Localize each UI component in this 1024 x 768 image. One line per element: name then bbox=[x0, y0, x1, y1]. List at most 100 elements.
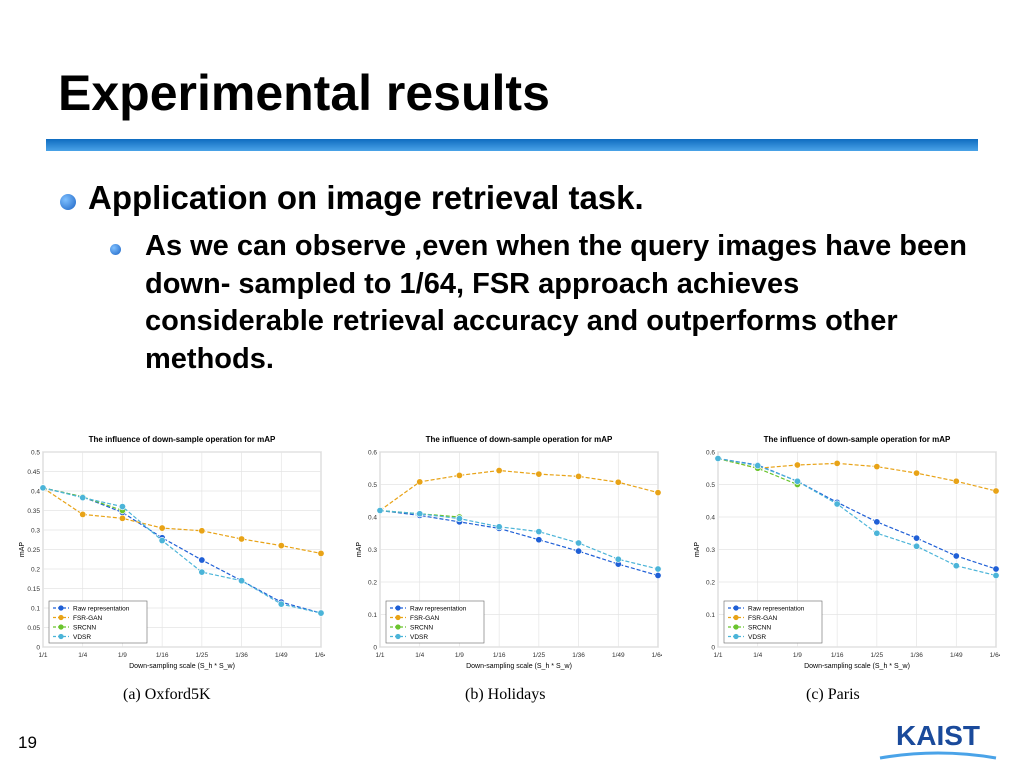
data-point bbox=[873, 529, 881, 537]
x-tick-label: 1/16 bbox=[831, 652, 844, 659]
legend-swatch-marker bbox=[58, 624, 64, 630]
x-tick-label: 1/1 bbox=[375, 652, 384, 659]
caption-paris: (c) Paris bbox=[806, 686, 860, 703]
data-point bbox=[118, 503, 126, 511]
chart-title: The influence of down-sample operation f… bbox=[89, 435, 276, 444]
data-point bbox=[754, 462, 762, 470]
x-axis-label: Down-sampling scale (S_h * S_w) bbox=[129, 663, 235, 670]
data-point bbox=[317, 549, 325, 557]
y-tick-label: 0.2 bbox=[31, 567, 40, 574]
legend-swatch-marker bbox=[733, 614, 739, 621]
data-point bbox=[238, 577, 246, 585]
sub-bullet-icon bbox=[110, 244, 121, 255]
data-point bbox=[833, 459, 841, 467]
data-point bbox=[317, 609, 325, 617]
data-point bbox=[158, 537, 166, 545]
data-point bbox=[416, 510, 424, 518]
series-line bbox=[379, 469, 659, 511]
data-point bbox=[873, 463, 881, 471]
x-tick-label: 1/25 bbox=[196, 652, 209, 659]
y-tick-label: 0 bbox=[711, 645, 715, 652]
y-axis-label: mAP bbox=[356, 542, 363, 558]
x-tick-label: 1/16 bbox=[493, 652, 506, 659]
series-line bbox=[717, 457, 997, 570]
bullet-point-sub: As we can observe ,even when the query i… bbox=[145, 230, 967, 376]
data-point bbox=[198, 568, 206, 576]
data-point bbox=[992, 572, 1000, 580]
x-tick-label: 1/1 bbox=[38, 652, 47, 659]
legend-label: SRCNN bbox=[410, 625, 433, 632]
y-tick-label: 0.5 bbox=[31, 450, 40, 457]
data-point bbox=[455, 515, 463, 523]
x-tick-label: 1/4 bbox=[753, 652, 762, 659]
y-tick-label: 0.4 bbox=[368, 515, 377, 522]
legend-swatch-marker bbox=[395, 624, 401, 630]
data-point bbox=[455, 471, 463, 479]
data-point bbox=[277, 542, 285, 550]
y-tick-label: 0.35 bbox=[27, 508, 40, 515]
legend-swatch-marker bbox=[58, 633, 64, 640]
data-point bbox=[198, 556, 206, 564]
series-line bbox=[379, 509, 659, 577]
series-line bbox=[42, 487, 322, 614]
chart-paris: The influence of down-sample operation f… bbox=[694, 435, 1000, 670]
series-line bbox=[42, 487, 322, 614]
data-point bbox=[79, 510, 87, 518]
data-point bbox=[793, 461, 801, 469]
x-tick-label: 1/1 bbox=[713, 652, 722, 659]
data-point bbox=[79, 494, 87, 502]
data-point bbox=[952, 552, 960, 560]
data-point bbox=[654, 572, 662, 580]
data-point bbox=[614, 555, 622, 563]
data-point bbox=[952, 477, 960, 485]
y-tick-label: 0.6 bbox=[368, 450, 377, 457]
data-point bbox=[654, 565, 662, 573]
data-point bbox=[913, 469, 921, 477]
legend-swatch-marker bbox=[733, 624, 739, 630]
data-point bbox=[575, 539, 583, 547]
series-line bbox=[717, 457, 997, 492]
legend-label: SRCNN bbox=[748, 625, 771, 632]
data-point bbox=[198, 527, 206, 535]
data-point bbox=[913, 542, 921, 550]
legend-label: VDSR bbox=[748, 634, 766, 641]
y-tick-label: 0.1 bbox=[31, 606, 40, 613]
bullet-icon bbox=[60, 194, 76, 210]
chart-title: The influence of down-sample operation f… bbox=[426, 435, 613, 444]
data-point bbox=[277, 600, 285, 608]
y-axis-label: mAP bbox=[694, 542, 701, 558]
data-point bbox=[714, 454, 722, 462]
chart-oxford5k: The influence of down-sample operation f… bbox=[19, 435, 325, 670]
y-tick-label: 0.4 bbox=[31, 489, 40, 496]
series-line bbox=[379, 509, 659, 570]
series-line bbox=[717, 457, 798, 486]
data-point bbox=[535, 536, 543, 544]
y-tick-label: 0.5 bbox=[368, 482, 377, 489]
caption-oxford5k: (a) Oxford5K bbox=[123, 686, 211, 703]
legend-label: SRCNN bbox=[73, 625, 96, 632]
y-tick-label: 0.1 bbox=[368, 612, 377, 619]
data-point bbox=[873, 518, 881, 526]
legend-label: VDSR bbox=[73, 634, 91, 641]
legend-label: Raw representation bbox=[748, 606, 805, 613]
data-point bbox=[39, 484, 47, 492]
data-point bbox=[575, 472, 583, 480]
x-tick-label: 1/25 bbox=[871, 652, 884, 659]
data-point bbox=[158, 524, 166, 532]
y-tick-label: 0.6 bbox=[706, 450, 715, 457]
x-tick-label: 1/16 bbox=[156, 652, 169, 659]
x-tick-label: 1/49 bbox=[275, 652, 288, 659]
legend-swatch-marker bbox=[58, 605, 64, 611]
legend-label: FSR-GAN bbox=[410, 615, 440, 622]
slide-title: Experimental results bbox=[58, 65, 550, 121]
legend-swatch-marker bbox=[395, 614, 401, 621]
x-tick-label: 1/36 bbox=[572, 652, 585, 659]
data-point bbox=[654, 489, 662, 497]
y-tick-label: 0 bbox=[36, 645, 40, 652]
data-point bbox=[495, 523, 503, 531]
legend-swatch-marker bbox=[395, 605, 401, 611]
chart-panel-paris: The influence of down-sample operation f… bbox=[690, 430, 1000, 675]
chart-panel-holidays: The influence of down-sample operation f… bbox=[352, 430, 662, 675]
logo-swoosh bbox=[879, 751, 997, 760]
x-tick-label: 1/9 bbox=[118, 652, 127, 659]
